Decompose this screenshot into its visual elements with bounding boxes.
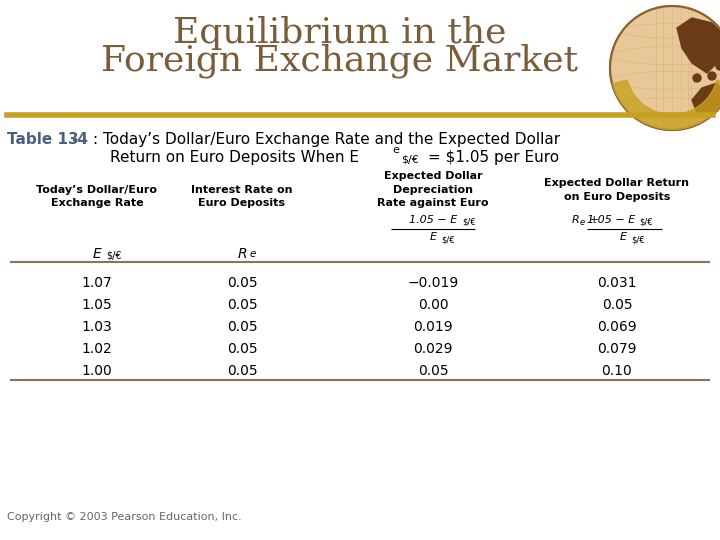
Text: Expected Dollar Return: Expected Dollar Return — [544, 178, 690, 188]
Text: 1.05 − E: 1.05 − E — [409, 215, 457, 225]
Text: 0.05: 0.05 — [602, 298, 632, 312]
Text: +: + — [586, 215, 603, 225]
Text: 0.05: 0.05 — [418, 364, 449, 378]
Text: Depreciation: Depreciation — [393, 185, 473, 195]
Text: Equilibrium in the: Equilibrium in the — [174, 16, 507, 50]
Text: $/€: $/€ — [401, 154, 419, 164]
Text: 1.00: 1.00 — [81, 364, 112, 378]
Text: E: E — [430, 232, 436, 242]
Text: Table 13: Table 13 — [7, 132, 78, 147]
Text: 0.10: 0.10 — [602, 364, 632, 378]
Text: 0.031: 0.031 — [598, 276, 636, 290]
Text: 1.05 − E: 1.05 − E — [587, 215, 635, 225]
Text: 1.02: 1.02 — [81, 342, 112, 356]
Text: 1.05: 1.05 — [81, 298, 112, 312]
Text: 0.05: 0.05 — [227, 320, 257, 334]
Circle shape — [693, 74, 701, 82]
Text: Today’s Dollar/Euro: Today’s Dollar/Euro — [37, 185, 158, 195]
Circle shape — [708, 72, 716, 80]
Text: e: e — [580, 218, 585, 227]
Circle shape — [610, 6, 720, 130]
Text: e: e — [392, 145, 399, 155]
Text: Interest Rate on: Interest Rate on — [192, 185, 293, 195]
Text: Euro Deposits: Euro Deposits — [199, 198, 286, 208]
Text: Return on Euro Deposits When E: Return on Euro Deposits When E — [110, 150, 359, 165]
Text: 0.05: 0.05 — [227, 342, 257, 356]
Text: $/€: $/€ — [462, 218, 476, 227]
Text: 0.079: 0.079 — [598, 342, 636, 356]
Text: Exchange Rate: Exchange Rate — [50, 198, 143, 208]
Text: : Today’s Dollar/Euro Exchange Rate and the Expected Dollar: : Today’s Dollar/Euro Exchange Rate and … — [93, 132, 560, 147]
Text: 0.05: 0.05 — [227, 276, 257, 290]
Text: E: E — [93, 247, 102, 261]
Text: 0.05: 0.05 — [227, 364, 257, 378]
Text: Rate against Euro: Rate against Euro — [377, 198, 489, 208]
Text: 1.07: 1.07 — [81, 276, 112, 290]
Text: −0.019: −0.019 — [408, 276, 459, 290]
Text: E: E — [619, 232, 626, 242]
Text: 0.00: 0.00 — [418, 298, 449, 312]
Text: on Euro Deposits: on Euro Deposits — [564, 192, 670, 202]
Text: Copyright © 2003 Pearson Education, Inc.: Copyright © 2003 Pearson Education, Inc. — [7, 512, 242, 522]
Text: = $1.05 per Euro: = $1.05 per Euro — [428, 150, 559, 165]
Text: $/€: $/€ — [106, 250, 122, 260]
Polygon shape — [677, 18, 720, 73]
Wedge shape — [612, 80, 720, 130]
Text: e: e — [250, 249, 256, 259]
Text: 0.029: 0.029 — [413, 342, 453, 356]
Text: -4: -4 — [71, 132, 88, 147]
Polygon shape — [692, 83, 720, 113]
Text: $/€: $/€ — [441, 235, 454, 244]
Text: 0.05: 0.05 — [227, 298, 257, 312]
Text: Expected Dollar: Expected Dollar — [384, 171, 482, 181]
Text: 1.03: 1.03 — [81, 320, 112, 334]
Text: $/€: $/€ — [631, 235, 644, 244]
Text: 0.069: 0.069 — [597, 320, 636, 334]
Text: 0.019: 0.019 — [413, 320, 453, 334]
Circle shape — [716, 62, 720, 70]
Text: R: R — [237, 247, 247, 261]
Text: $/€: $/€ — [639, 218, 652, 227]
Text: Foreign Exchange Market: Foreign Exchange Market — [102, 44, 579, 78]
Text: R: R — [572, 215, 580, 225]
